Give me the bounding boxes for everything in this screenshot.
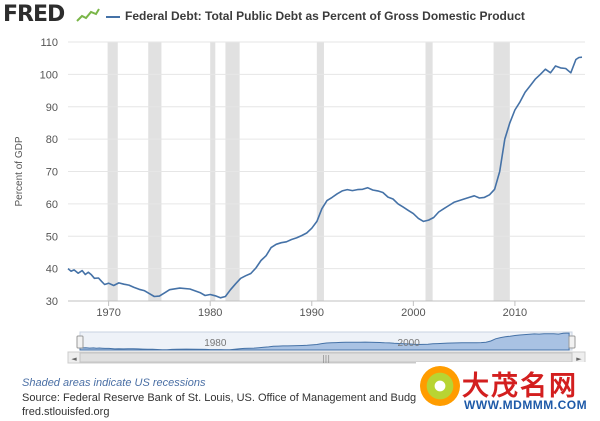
legend-swatch [106,16,120,18]
x-tick-label: 1970 [96,307,120,319]
y-tick-label: 110 [40,37,58,49]
x-tick-label: 1990 [300,307,324,319]
chart-header: FRED Federal Debt: Total Public Debt as … [0,0,600,34]
scroll-left-arrow[interactable]: ◄ [71,355,77,363]
y-tick-label: 70 [46,167,58,179]
recession-note: Shaded areas indicate US recessions [22,377,206,389]
y-tick-label: 30 [46,296,58,308]
source-text: Source: Federal Reserve Bank of St. Loui… [22,392,426,404]
range-navigator[interactable]: 1980 2000 ◄ ► ||| [0,330,600,366]
y-tick-label: 100 [40,69,58,81]
source-url[interactable]: fred.stlouisfed.org [22,406,110,418]
x-tick-label: 2010 [503,307,527,319]
fred-logo[interactable]: FRED [3,2,65,27]
y-tick-label: 90 [46,102,58,114]
y-tick-label: 60 [46,199,58,211]
y-tick-label: 40 [46,264,58,276]
y-tick-label: 80 [46,134,58,146]
watermark-url: WWW.MDMMM.COM [464,398,588,412]
x-tick-label: 1980 [198,307,222,319]
watermark-flower-icon [420,366,460,406]
y-tick-label: 50 [46,231,58,243]
x-tick-label: 2000 [401,307,425,319]
navigator-label: 2000 [398,338,421,349]
watermark-text: 大茂名网 [462,371,578,402]
scroll-right-arrow[interactable]: ► [576,355,582,363]
scrollbar-thumb[interactable] [79,352,573,363]
navigator-label: 1980 [204,338,227,349]
navigator-left-handle[interactable] [76,335,84,349]
navigator-right-handle[interactable] [568,335,576,349]
chart-title: Federal Debt: Total Public Debt as Perce… [125,9,525,23]
debt-series-line [67,56,583,299]
fred-graph-icon [76,8,100,22]
navigator-series-area [79,332,570,351]
watermark: 大茂名网 WWW.MDMMM.COM [416,362,600,421]
line-chart: 30 40 50 60 70 80 90 100 110 1970 1980 1990 2000 2010… [14,37,585,319]
y-axis-label: Percent of GDP [14,136,25,206]
scrollbar-grip[interactable]: ||| [322,354,330,363]
